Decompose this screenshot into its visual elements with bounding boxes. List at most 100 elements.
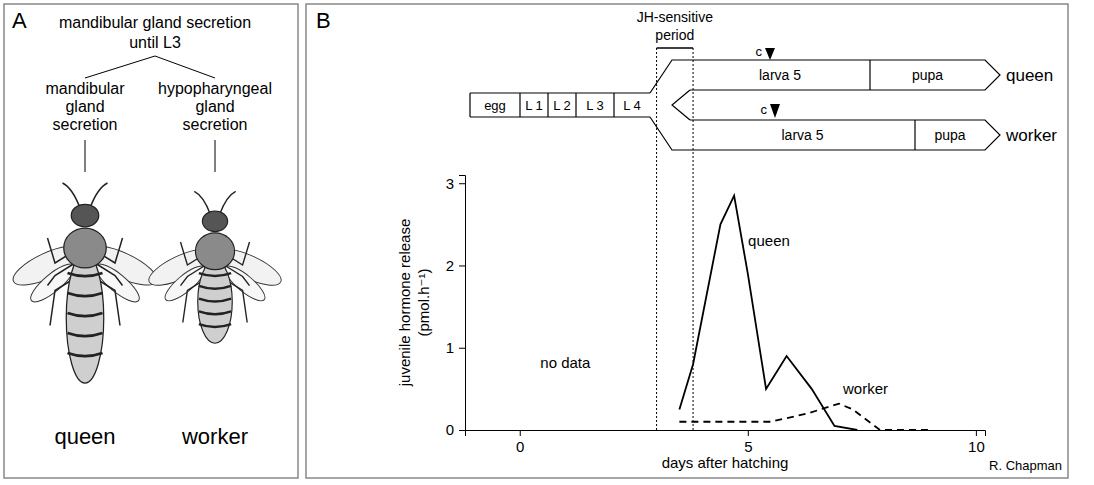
- bee-abdomen: [198, 260, 233, 343]
- panel-frame: [306, 4, 1068, 478]
- data-line: [679, 404, 930, 430]
- x-axis: 0 5 10: [466, 430, 986, 455]
- connector: [155, 56, 215, 78]
- tick-label: 0: [446, 421, 454, 438]
- bee-stripe: [68, 353, 103, 356]
- diagram-label: gland: [65, 98, 104, 115]
- stage-marker-label: c: [756, 44, 763, 59]
- stage-divider: [869, 60, 870, 90]
- y-tick: 3: [446, 175, 465, 192]
- axis-line: [459, 176, 466, 431]
- diagram-label: secretion: [53, 116, 118, 133]
- panel-a: Amandibular gland secretionuntil L3mandi…: [8, 8, 285, 449]
- bee-antenna: [63, 183, 81, 208]
- tick-label: 10: [968, 438, 985, 455]
- y-tick: 1: [446, 339, 465, 356]
- annotation: JH-sensitive: [637, 9, 713, 25]
- caste-label: queen: [1006, 66, 1053, 85]
- connector: [215, 140, 216, 172]
- bee-antenna: [90, 183, 108, 208]
- stage-divider: [547, 93, 548, 117]
- stage-label: larva 5: [781, 127, 823, 143]
- tick-mark: [748, 430, 749, 436]
- diagram-label: mandibular: [45, 80, 125, 97]
- y-axis: 0 1 2 3: [446, 175, 466, 439]
- bee-antenna: [194, 191, 210, 214]
- bee-stripe: [199, 324, 231, 327]
- x-tick: 0: [516, 430, 524, 455]
- bee-stripe: [199, 273, 231, 276]
- axis-title: juvenile hormone release: [396, 219, 413, 388]
- stage-label: L 2: [553, 98, 571, 113]
- stage-label: L 3: [586, 98, 604, 113]
- tick-mark: [459, 265, 465, 266]
- caste-label: worker: [1005, 126, 1057, 145]
- stage-divider: [914, 120, 915, 150]
- stage-label: pupa: [912, 67, 943, 83]
- tick-mark: [459, 348, 465, 349]
- axis-line: [466, 431, 986, 437]
- caste-label: queen: [54, 424, 115, 449]
- panel-frame: [4, 4, 298, 478]
- connector: [85, 56, 155, 78]
- axis-title: (pmol.h⁻¹): [415, 269, 432, 337]
- annotation: no data: [540, 354, 591, 371]
- figure: Amandibular gland secretionuntil L3mandi…: [0, 0, 1094, 485]
- stage-label: L 4: [623, 98, 641, 113]
- bee-stripe: [199, 299, 231, 302]
- development-timeline: eggL 1L 2L 3L 4larva 5pupaqueenclarva 5p…: [470, 44, 1057, 150]
- stage-divider: [613, 93, 614, 117]
- stage-marker: [765, 48, 775, 60]
- bee-illustration: [144, 191, 285, 343]
- annotation: period: [655, 27, 694, 43]
- tick-label: 5: [744, 438, 752, 455]
- track-fork: [672, 90, 690, 120]
- bee-illustration: [8, 183, 162, 383]
- data-line: [679, 196, 857, 430]
- axis-title: days after hatching: [662, 454, 789, 471]
- diagram-label: mandibular gland secretion: [59, 14, 251, 31]
- bee-head: [71, 204, 99, 227]
- bee-thorax: [195, 233, 234, 270]
- bee-stripe: [68, 313, 103, 316]
- stage-marker: [770, 104, 780, 118]
- diagram-label: secretion: [183, 116, 248, 133]
- track-arrow: [650, 117, 1000, 150]
- y-tick: 2: [446, 257, 465, 274]
- bee-abdomen: [66, 253, 104, 383]
- y-tick: 0: [446, 421, 465, 438]
- tick-label: 3: [446, 175, 454, 192]
- stage-divider: [519, 93, 520, 117]
- bee-thorax: [64, 228, 107, 268]
- bee-stripe: [68, 293, 103, 296]
- tick-mark: [520, 430, 521, 436]
- bee-stripe: [199, 311, 231, 314]
- tick-mark: [976, 430, 977, 436]
- tick-label: 1: [446, 339, 454, 356]
- stage-label: egg: [484, 98, 506, 113]
- track-arrow: [650, 60, 1000, 93]
- stage-divider: [575, 93, 576, 117]
- period-boundary: [693, 48, 694, 430]
- tick-label: 2: [446, 257, 454, 274]
- bee-stripe: [68, 273, 103, 276]
- credit: R. Chapman: [989, 458, 1062, 473]
- period-boundary: [656, 48, 657, 430]
- diagram-label: until L3: [129, 34, 181, 51]
- stage-marker-label: c: [761, 102, 768, 117]
- tick-mark: [459, 430, 465, 431]
- connector: [85, 140, 86, 172]
- period-bracket: [657, 47, 693, 49]
- bee-antenna: [220, 191, 236, 214]
- stage-label: L 1: [525, 98, 543, 113]
- bee-stripe: [199, 286, 231, 289]
- series-group: [679, 196, 930, 430]
- tick-mark: [459, 183, 465, 184]
- bee-head: [202, 211, 227, 232]
- panel-letter: B: [316, 8, 331, 33]
- timeline-outline: [470, 93, 650, 117]
- bee-stripe: [68, 333, 103, 336]
- series-label: queen: [748, 232, 790, 249]
- caste-label: worker: [181, 424, 248, 449]
- tick-label: 0: [516, 438, 524, 455]
